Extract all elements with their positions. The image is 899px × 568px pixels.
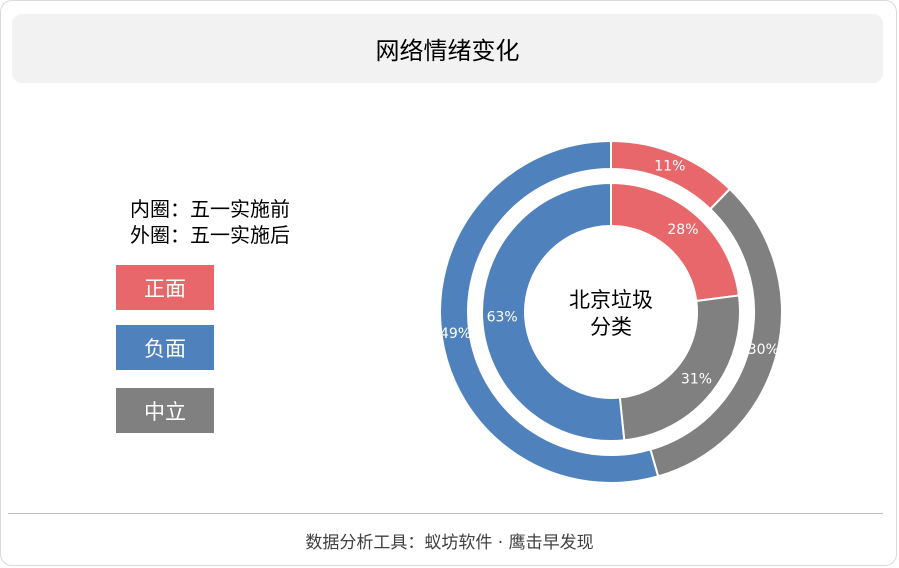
inner-slice-label-0: 28% [667, 222, 698, 238]
inner-slice-label-2: 63% [487, 310, 518, 326]
chart-title: 网络情绪变化 [375, 37, 520, 65]
outer-slice-label-0: 11% [654, 158, 685, 174]
title-bar: 网络情绪变化 [12, 14, 883, 83]
outer-ring-note: 外圈：五一实施后 [130, 223, 290, 247]
center-label-line-1: 分类 [590, 315, 632, 339]
legend-negative-label: 负面 [144, 336, 186, 361]
legend-negative: 负面 [116, 325, 214, 370]
ring-legend-note: 内圈：五一实施前 外圈：五一实施后 [130, 196, 290, 248]
footer-divider [8, 513, 883, 514]
legend-positive: 正面 [116, 265, 214, 310]
outer-slice-label-1: 30% [748, 342, 779, 358]
outer-slice-2 [439, 139, 660, 484]
inner-slice-2 [481, 181, 626, 442]
legend-neutral-label: 中立 [144, 399, 186, 424]
outer-slice-label-2: 49% [440, 326, 471, 342]
legend-neutral: 中立 [116, 388, 214, 433]
footer-credit: 数据分析工具：蚁坊软件 · 鹰击早发现 [305, 533, 594, 553]
center-label-line-0: 北京垃圾 [569, 288, 653, 312]
inner-slice-label-1: 31% [681, 372, 712, 388]
inner-ring-note: 内圈：五一实施前 [130, 197, 290, 221]
legend-positive-label: 正面 [144, 276, 186, 301]
